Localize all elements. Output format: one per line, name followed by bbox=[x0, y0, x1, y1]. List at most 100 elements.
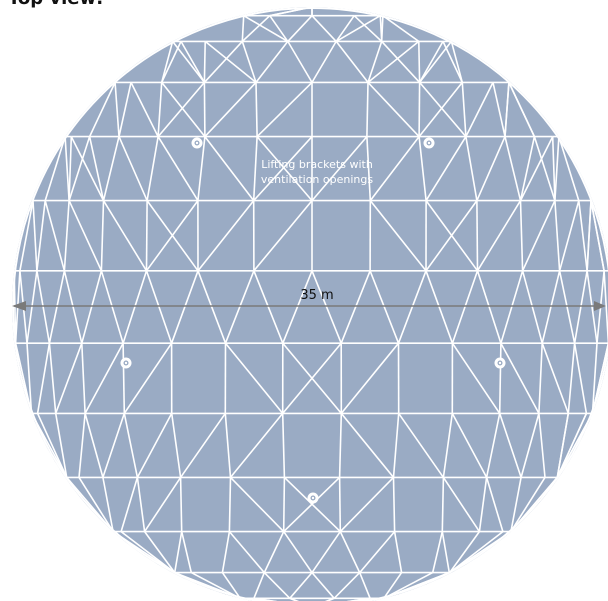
frame-strut bbox=[510, 476, 546, 533]
frame-strut bbox=[476, 136, 506, 201]
frame-strut bbox=[282, 342, 342, 414]
annotation-line-1: Lifting brackets with bbox=[261, 158, 373, 171]
frame-strut bbox=[492, 82, 506, 137]
dimension-line bbox=[12, 301, 606, 311]
frame-strut bbox=[478, 477, 488, 532]
frame-strut bbox=[283, 476, 341, 533]
frame-strut bbox=[197, 136, 206, 201]
frame-strut bbox=[255, 40, 289, 83]
frame-strut bbox=[26, 270, 38, 344]
lifting-bracket-icon bbox=[307, 492, 319, 504]
frame-strut bbox=[441, 477, 445, 532]
frame-strut bbox=[224, 342, 284, 414]
frame-strut bbox=[241, 15, 271, 42]
frame-strut bbox=[397, 270, 427, 344]
frame-strut bbox=[392, 477, 396, 532]
frame-strut bbox=[369, 270, 400, 344]
frame-strut bbox=[311, 136, 368, 202]
frame-strut bbox=[340, 270, 371, 344]
frame-strut bbox=[253, 270, 284, 344]
frame-strut bbox=[54, 413, 68, 478]
frame-strut bbox=[36, 343, 51, 414]
frame-strut bbox=[418, 41, 421, 83]
frame-strut bbox=[398, 412, 445, 478]
frame-strut bbox=[476, 270, 502, 344]
frame-strut bbox=[136, 477, 146, 532]
frame-strut bbox=[48, 270, 66, 344]
frame-strut bbox=[102, 136, 120, 201]
dome-outline bbox=[12, 7, 608, 601]
frame-strut bbox=[451, 413, 488, 478]
frame-strut bbox=[203, 82, 206, 137]
frame-strut bbox=[63, 200, 70, 271]
frame-strut bbox=[418, 81, 467, 138]
frame-strut bbox=[145, 200, 148, 271]
frame-strut bbox=[203, 41, 206, 83]
frame-strut bbox=[122, 270, 148, 344]
lifting-bracket-icon bbox=[423, 137, 435, 149]
lifting-bracket-icon bbox=[191, 137, 203, 149]
frame-strut bbox=[54, 342, 83, 414]
frame-strut bbox=[102, 200, 148, 272]
frame-strut bbox=[170, 413, 182, 478]
frame-strut bbox=[253, 136, 313, 202]
frame-strut bbox=[340, 412, 395, 478]
frame-strut bbox=[311, 270, 342, 344]
frame-strut bbox=[281, 413, 286, 478]
frame-strut bbox=[204, 40, 257, 84]
frame-strut bbox=[556, 413, 588, 478]
frame-strut bbox=[221, 531, 231, 573]
frame-strut bbox=[190, 571, 241, 600]
frame-strut bbox=[359, 531, 396, 574]
frame-strut bbox=[114, 82, 120, 137]
frame-strut bbox=[381, 40, 421, 83]
frame-strut bbox=[353, 15, 383, 42]
frame-strut bbox=[369, 136, 420, 202]
frame-strut bbox=[157, 81, 206, 138]
frame-strut bbox=[380, 15, 384, 42]
frame-strut bbox=[179, 477, 183, 532]
frame-strut bbox=[170, 270, 199, 344]
frame-strut bbox=[335, 15, 355, 42]
frame-strut bbox=[586, 270, 598, 344]
frame-strut bbox=[221, 572, 241, 599]
frame-strut bbox=[311, 597, 335, 601]
frame-strut bbox=[338, 413, 343, 478]
frame-strut bbox=[157, 82, 163, 137]
dimension-label: 35 m bbox=[300, 288, 333, 303]
frame-strut bbox=[573, 343, 588, 414]
frame-strut bbox=[180, 531, 193, 573]
frame-strut bbox=[476, 200, 522, 272]
frame-strut bbox=[382, 15, 420, 43]
frame-strut bbox=[78, 476, 114, 533]
frame-strut bbox=[123, 342, 173, 414]
frame-strut bbox=[554, 136, 560, 201]
frame-strut bbox=[224, 270, 255, 344]
frame-strut bbox=[541, 342, 570, 414]
frame-strut bbox=[84, 342, 124, 414]
arrow-left-icon bbox=[12, 301, 26, 311]
frame-strut bbox=[88, 82, 116, 137]
frame-strut bbox=[311, 15, 337, 42]
dome-rim bbox=[12, 7, 608, 601]
frame-strut bbox=[586, 200, 592, 271]
frame-strut bbox=[229, 476, 285, 533]
frame-strut bbox=[282, 477, 286, 532]
frame-strut bbox=[287, 15, 313, 42]
frame-strut bbox=[556, 413, 570, 478]
frame-strut bbox=[100, 270, 124, 344]
frame-strut bbox=[519, 200, 524, 271]
arrow-right-icon bbox=[594, 301, 606, 311]
frame-strut bbox=[253, 597, 313, 601]
frame-strut bbox=[269, 15, 289, 42]
frame-strut bbox=[442, 413, 454, 478]
frame-strut bbox=[485, 477, 504, 532]
frame-strut bbox=[504, 82, 510, 137]
frame-strut bbox=[519, 136, 554, 201]
frame-strut bbox=[100, 200, 105, 271]
frame-strut bbox=[383, 571, 434, 600]
frame-strut bbox=[418, 41, 444, 83]
frame-strut bbox=[340, 342, 400, 414]
frame-strut bbox=[122, 343, 126, 414]
